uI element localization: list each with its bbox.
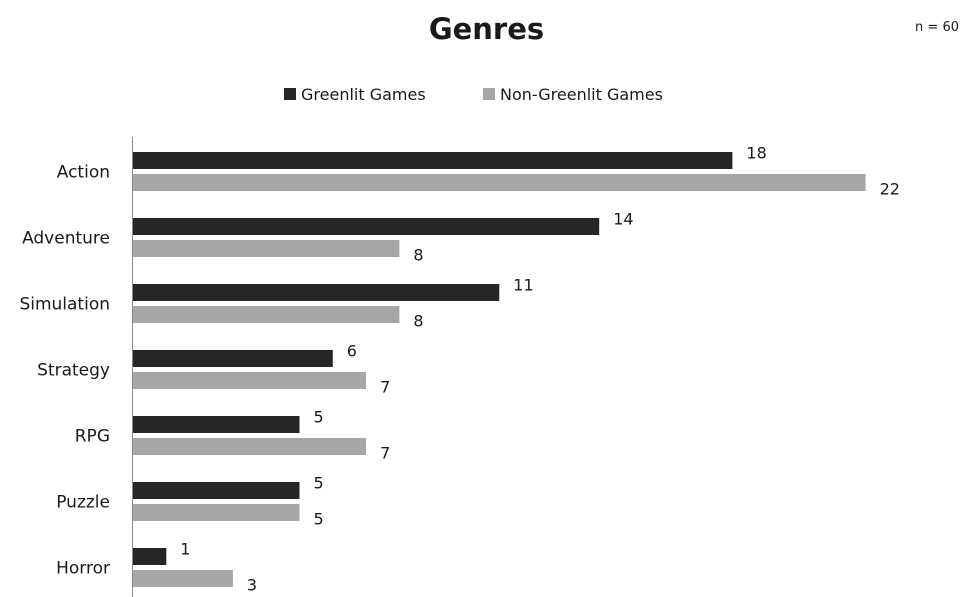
category-label-horror: Horror <box>56 559 110 579</box>
legend: Greenlit Games Non-Greenlit Games <box>284 85 663 104</box>
data-label-greenlit-games-strategy: 6 <box>347 342 357 361</box>
legend-swatch-greenlit-games <box>284 88 296 100</box>
bar-greenlit-games-simulation <box>133 284 500 301</box>
bar-greenlit-games-adventure <box>133 218 600 235</box>
data-label-greenlit-games-adventure: 14 <box>613 210 633 229</box>
bar-non-greenlit-games-adventure <box>133 240 400 257</box>
bar-non-greenlit-games-action <box>133 174 866 191</box>
data-label-non-greenlit-games-adventure: 8 <box>413 246 423 265</box>
bar-non-greenlit-games-puzzle <box>133 504 300 521</box>
bar-greenlit-games-horror <box>133 548 167 565</box>
bar-non-greenlit-games-rpg <box>133 438 367 455</box>
data-label-greenlit-games-action: 18 <box>746 144 766 163</box>
data-label-non-greenlit-games-strategy: 7 <box>380 378 390 397</box>
data-label-greenlit-games-horror: 1 <box>180 540 190 559</box>
bar-non-greenlit-games-horror <box>133 570 233 587</box>
category-label-simulation: Simulation <box>19 295 110 315</box>
data-label-non-greenlit-games-action: 22 <box>880 180 900 199</box>
data-label-greenlit-games-rpg: 5 <box>314 408 324 427</box>
data-label-non-greenlit-games-rpg: 7 <box>380 444 390 463</box>
sample-size-note: n = 60 <box>915 20 959 35</box>
category-label-adventure: Adventure <box>22 229 110 249</box>
legend-label-greenlit-games: Greenlit Games <box>301 85 426 104</box>
bar-non-greenlit-games-strategy <box>133 372 367 389</box>
category-label-rpg: RPG <box>75 427 110 447</box>
data-label-non-greenlit-games-simulation: 8 <box>413 312 423 331</box>
legend-swatch-non-greenlit-games <box>483 88 495 100</box>
bar-non-greenlit-games-simulation <box>133 306 400 323</box>
labels-group: Action 18 22 Adventure 14 8 Simulation 11 8 Strat… <box>19 144 900 595</box>
bar-greenlit-games-puzzle <box>133 482 300 499</box>
data-label-non-greenlit-games-puzzle: 5 <box>314 510 324 529</box>
category-label-puzzle: Puzzle <box>56 493 110 513</box>
data-label-greenlit-games-simulation: 11 <box>513 276 533 295</box>
category-label-strategy: Strategy <box>37 361 110 381</box>
data-label-greenlit-games-puzzle: 5 <box>314 474 324 493</box>
bars-group <box>133 152 866 587</box>
bar-greenlit-games-rpg <box>133 416 300 433</box>
chart-title: Genres <box>428 12 545 46</box>
data-label-non-greenlit-games-horror: 3 <box>247 576 257 595</box>
bar-greenlit-games-action <box>133 152 733 169</box>
bar-greenlit-games-strategy <box>133 350 333 367</box>
legend-label-non-greenlit-games: Non-Greenlit Games <box>500 85 663 104</box>
category-label-action: Action <box>57 163 110 183</box>
